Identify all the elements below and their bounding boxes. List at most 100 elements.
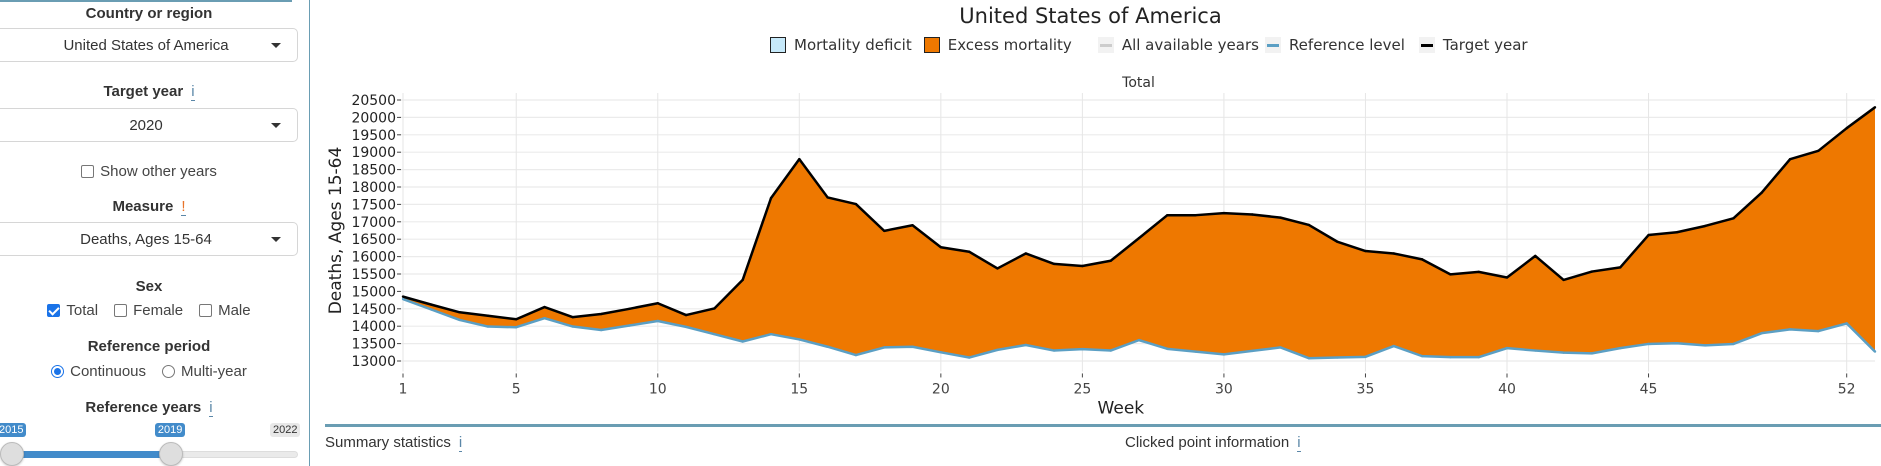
show-other-years-label: Show other years (100, 163, 217, 180)
target-year-point (1817, 149, 1820, 153)
reference-level-point (967, 356, 971, 359)
sidebar: Country or region United States of Ameri… (0, 0, 310, 466)
reference-level-point (486, 325, 490, 328)
target-year-point (430, 303, 433, 306)
target-year-select[interactable]: 2020 (0, 108, 298, 142)
legend-line-reference (1264, 37, 1281, 53)
multi-year-label: Multi-year (181, 363, 247, 380)
measure-label-text: Measure (112, 198, 174, 215)
slider-handle-to[interactable] (158, 442, 183, 466)
reference-years-slider-fill (12, 451, 171, 458)
reference-period-options: Continuous Multi-year (0, 363, 298, 380)
reference-level-point (996, 348, 999, 352)
target-year-point (628, 307, 631, 310)
y-tick-label: 18500 (351, 163, 396, 179)
sex-female-label: Female (133, 302, 184, 319)
reference-level-point (1420, 354, 1424, 358)
reference-level-point (1307, 357, 1311, 360)
reference-level-point (1449, 355, 1452, 359)
reference-level-point (1675, 342, 1679, 345)
bottom-divider (325, 424, 1881, 427)
target-year-point (1590, 270, 1594, 273)
reference-level-point (854, 353, 858, 357)
y-tick-label: 14500 (351, 302, 396, 318)
reference-level-point (1590, 352, 1594, 355)
reference-level-point (1788, 328, 1792, 331)
target-year-label: Target year i (0, 83, 298, 101)
legend-item-all-years[interactable]: All available years (1084, 36, 1259, 54)
warning-icon[interactable]: ! (181, 198, 186, 216)
target-year-point (1732, 217, 1735, 220)
target-year-point (713, 307, 716, 310)
target-year-point (1307, 223, 1311, 227)
target-year-point (458, 311, 461, 314)
target-year-point (996, 267, 999, 270)
legend-item-reference[interactable]: Reference level (1264, 36, 1405, 54)
measure-select-value: Deaths, Ages 15-64 (80, 230, 212, 248)
country-label-text: Country or region (85, 5, 213, 22)
info-icon[interactable]: i (458, 434, 463, 452)
reference-years-label: Reference years i (0, 399, 298, 417)
target-year-point (1222, 211, 1226, 215)
x-tick-label: 15 (790, 381, 808, 397)
reference-level-point (628, 324, 631, 327)
target-year-point (769, 196, 773, 200)
legend-label-all-years: All available years (1121, 36, 1259, 54)
show-other-years-checkbox[interactable] (81, 165, 95, 178)
target-year-point (1166, 213, 1169, 217)
target-year-point (656, 302, 659, 305)
info-icon[interactable]: i (191, 83, 195, 101)
info-icon[interactable]: i (209, 399, 213, 417)
target-year-point (1619, 266, 1622, 269)
panel-title: Total (1122, 75, 1155, 91)
target-year-point (1845, 126, 1848, 130)
country-select[interactable]: United States of America (0, 28, 298, 62)
slider-handle-from[interactable] (0, 442, 24, 466)
reference-level-point (826, 345, 829, 348)
target-year-point (826, 196, 829, 199)
legend-swatch-excess (923, 37, 940, 53)
reference-level-point (656, 319, 659, 323)
target-year-point (1109, 259, 1112, 262)
info-icon[interactable]: i (1297, 434, 1301, 452)
y-tick-label: 13000 (351, 354, 396, 370)
reference-level-point (911, 345, 914, 348)
reference-period-label-text: Reference period (87, 338, 211, 355)
reference-level-point (1137, 338, 1141, 342)
measure-select[interactable]: Deaths, Ages 15-64 (0, 222, 298, 256)
target-year-point (798, 157, 801, 161)
target-year-point (1703, 224, 1707, 228)
sex-female-checkbox[interactable] (114, 304, 128, 317)
legend-item-excess[interactable]: Excess mortality (923, 36, 1072, 54)
target-year-point (1449, 273, 1452, 276)
reference-level-point (684, 325, 688, 329)
target-year-point (1194, 213, 1197, 217)
reference-level-point (1703, 344, 1707, 347)
chart-title: United States of America (959, 4, 1222, 28)
country-label: Country or region (0, 5, 298, 22)
multi-year-radio[interactable] (162, 365, 176, 378)
x-tick-label: 45 (1640, 381, 1658, 397)
sex-male-checkbox[interactable] (199, 304, 213, 317)
y-tick-label: 20000 (351, 110, 396, 126)
target-year-point (1251, 213, 1254, 216)
reference-level-point (1335, 356, 1339, 359)
show-other-years-row[interactable]: Show other years (0, 163, 298, 180)
continuous-radio[interactable] (51, 365, 65, 378)
legend-item-target[interactable]: Target year (1405, 36, 1528, 54)
x-tick-label: 10 (649, 381, 667, 397)
legend-label-deficit: Mortality deficit (794, 36, 912, 54)
reference-years-label-text: Reference years (85, 399, 202, 416)
sex-total-checkbox[interactable] (47, 304, 61, 317)
target-year-point (1081, 264, 1084, 268)
x-tick-label: 30 (1215, 381, 1233, 397)
target-year-point (1137, 236, 1141, 240)
target-year-point (486, 314, 490, 317)
target-year-label-text: Target year (103, 83, 184, 100)
y-tick-label: 13500 (351, 337, 396, 353)
continuous-label: Continuous (70, 363, 147, 380)
summary-statistics-section: Summary statistics i (325, 434, 463, 452)
legend-item-deficit[interactable]: Mortality deficit (770, 36, 912, 54)
reference-level-point (1081, 347, 1084, 351)
